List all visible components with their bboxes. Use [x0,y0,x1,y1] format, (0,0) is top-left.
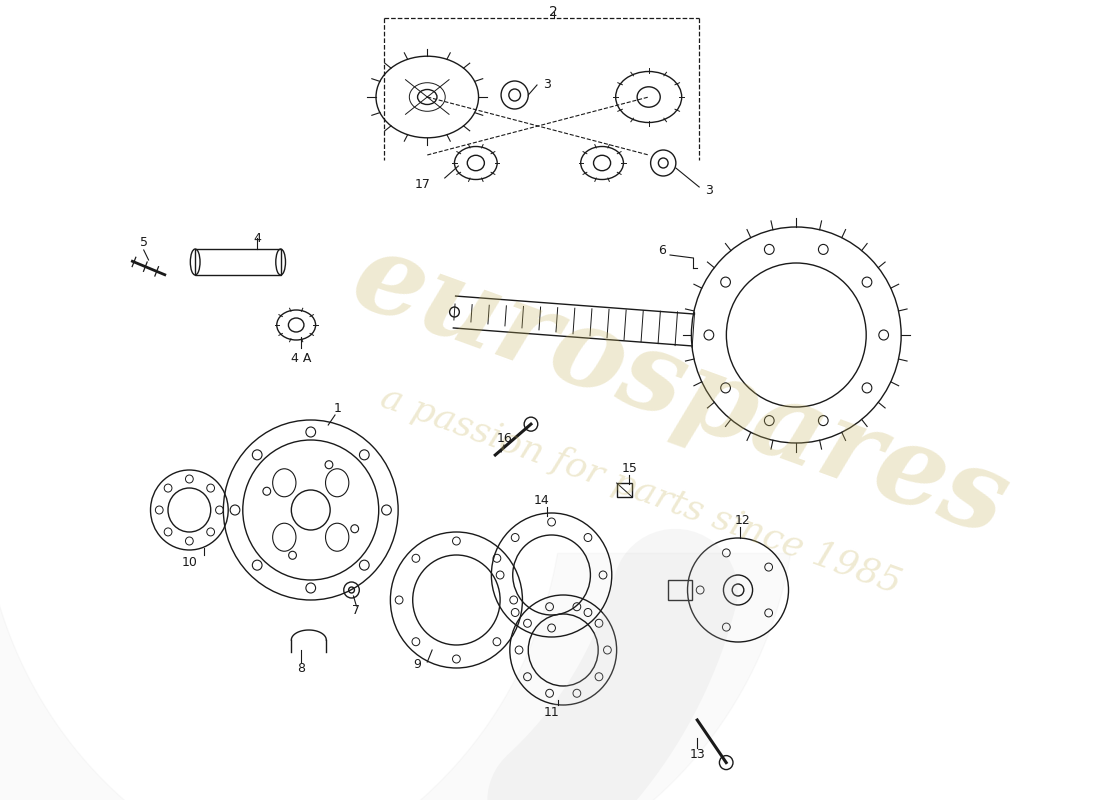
Text: 6: 6 [658,243,667,257]
Text: 4: 4 [253,231,262,245]
Text: 12: 12 [735,514,750,526]
Circle shape [525,417,538,431]
Text: 4 A: 4 A [290,351,311,365]
Text: 5: 5 [140,235,147,249]
Text: 16: 16 [497,431,513,445]
Text: 2: 2 [549,5,558,19]
Text: 11: 11 [543,706,560,718]
Text: 10: 10 [182,555,197,569]
Circle shape [719,755,733,770]
Bar [195,249,280,275]
Text: 3: 3 [542,78,551,91]
Text: 8: 8 [297,662,305,674]
Bar [617,483,632,497]
Text: 9: 9 [414,658,421,671]
Text: 1: 1 [334,402,342,414]
Text: eurospares: eurospares [338,222,1022,558]
Bar [668,580,692,600]
Text: 13: 13 [690,749,705,762]
Text: a passion for parts since 1985: a passion for parts since 1985 [376,380,905,600]
Text: 3: 3 [705,183,713,197]
Text: 7: 7 [352,603,361,617]
Text: 14: 14 [534,494,550,506]
Text: 17: 17 [415,178,430,191]
Text: 15: 15 [621,462,637,474]
